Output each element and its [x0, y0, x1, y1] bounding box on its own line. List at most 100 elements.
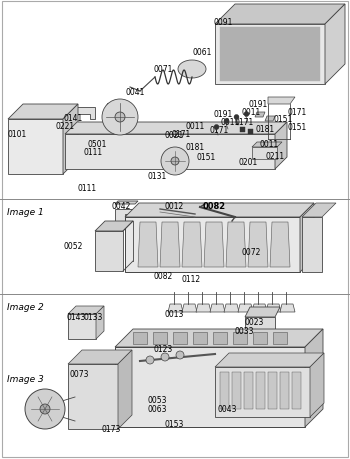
Polygon shape — [68, 364, 118, 429]
Polygon shape — [302, 218, 322, 272]
Polygon shape — [220, 28, 320, 82]
Text: 0181: 0181 — [256, 125, 275, 134]
Ellipse shape — [171, 157, 179, 166]
Text: 0073: 0073 — [70, 369, 90, 378]
Polygon shape — [215, 367, 310, 417]
Text: 0053: 0053 — [147, 395, 167, 404]
Text: 0041: 0041 — [126, 88, 145, 97]
Polygon shape — [204, 223, 224, 268]
Text: 0011: 0011 — [186, 122, 205, 131]
Text: 0011: 0011 — [220, 118, 240, 127]
Text: 0101: 0101 — [7, 130, 26, 139]
Polygon shape — [133, 332, 147, 344]
Polygon shape — [65, 123, 287, 134]
Text: 0072: 0072 — [241, 247, 261, 257]
Text: Image 3: Image 3 — [7, 374, 44, 383]
Text: 0021: 0021 — [164, 131, 184, 140]
Text: 0173: 0173 — [102, 424, 121, 433]
Text: 0052: 0052 — [63, 241, 82, 251]
Ellipse shape — [244, 112, 249, 117]
Polygon shape — [65, 134, 275, 170]
Text: 0201: 0201 — [238, 157, 257, 167]
Text: 0171: 0171 — [234, 118, 254, 127]
Polygon shape — [248, 223, 268, 268]
Text: 0063: 0063 — [147, 404, 167, 413]
Polygon shape — [8, 105, 78, 120]
Polygon shape — [310, 353, 324, 417]
Polygon shape — [280, 372, 289, 409]
Polygon shape — [215, 5, 345, 25]
Text: 0141: 0141 — [63, 114, 82, 123]
Text: 0011: 0011 — [259, 140, 278, 149]
Polygon shape — [173, 332, 187, 344]
Text: 0501: 0501 — [88, 140, 107, 149]
Text: 0163: 0163 — [32, 399, 51, 408]
Text: 0082: 0082 — [203, 202, 226, 211]
Polygon shape — [232, 372, 241, 409]
Ellipse shape — [214, 125, 219, 130]
Ellipse shape — [102, 100, 138, 136]
Polygon shape — [210, 304, 225, 312]
Ellipse shape — [234, 115, 239, 120]
Polygon shape — [213, 332, 227, 344]
Ellipse shape — [40, 404, 50, 414]
Polygon shape — [115, 347, 305, 427]
Text: 0181: 0181 — [186, 143, 205, 151]
Polygon shape — [252, 148, 277, 160]
Text: 0082: 0082 — [154, 271, 173, 280]
Polygon shape — [256, 372, 265, 409]
Ellipse shape — [178, 61, 206, 79]
Text: 0042: 0042 — [112, 202, 131, 211]
Polygon shape — [238, 304, 253, 312]
Text: 0131: 0131 — [147, 172, 166, 180]
Text: 0211: 0211 — [266, 151, 285, 161]
Polygon shape — [252, 143, 282, 148]
Text: 0153: 0153 — [164, 419, 184, 428]
Polygon shape — [302, 203, 336, 218]
Ellipse shape — [161, 148, 189, 176]
Polygon shape — [273, 332, 287, 344]
Polygon shape — [215, 25, 325, 85]
Text: 0111: 0111 — [84, 148, 103, 157]
Polygon shape — [245, 317, 275, 339]
Polygon shape — [68, 314, 96, 339]
Ellipse shape — [115, 113, 125, 123]
Text: 0012: 0012 — [164, 202, 184, 211]
Text: 0151: 0151 — [287, 123, 306, 132]
Text: 0133: 0133 — [84, 312, 103, 321]
Text: 0023: 0023 — [245, 317, 264, 326]
Polygon shape — [168, 304, 183, 312]
Polygon shape — [138, 223, 158, 268]
Text: 0011: 0011 — [241, 108, 261, 117]
Polygon shape — [95, 231, 123, 271]
Text: 0061: 0061 — [193, 48, 212, 57]
Text: 0171: 0171 — [287, 108, 306, 117]
Polygon shape — [224, 304, 239, 312]
Polygon shape — [253, 332, 267, 344]
Text: 0111: 0111 — [77, 184, 96, 193]
Polygon shape — [95, 222, 133, 231]
Polygon shape — [220, 372, 229, 409]
Polygon shape — [68, 306, 104, 314]
Text: Image 2: Image 2 — [7, 302, 44, 311]
Polygon shape — [115, 329, 323, 347]
Polygon shape — [182, 223, 202, 268]
Polygon shape — [268, 372, 277, 409]
Text: 0112: 0112 — [182, 274, 201, 283]
Text: 0033: 0033 — [234, 326, 254, 335]
Text: 0013: 0013 — [164, 309, 184, 318]
Polygon shape — [252, 304, 267, 312]
Polygon shape — [244, 372, 253, 409]
Text: 0081: 0081 — [105, 103, 124, 112]
Polygon shape — [193, 332, 207, 344]
Polygon shape — [233, 332, 247, 344]
Polygon shape — [248, 130, 253, 134]
Polygon shape — [300, 203, 314, 272]
Polygon shape — [118, 350, 132, 429]
Polygon shape — [125, 203, 314, 218]
Polygon shape — [240, 128, 245, 133]
Polygon shape — [125, 218, 300, 272]
Polygon shape — [65, 108, 95, 140]
Text: 0221: 0221 — [56, 122, 75, 131]
Text: 0151: 0151 — [196, 153, 215, 162]
